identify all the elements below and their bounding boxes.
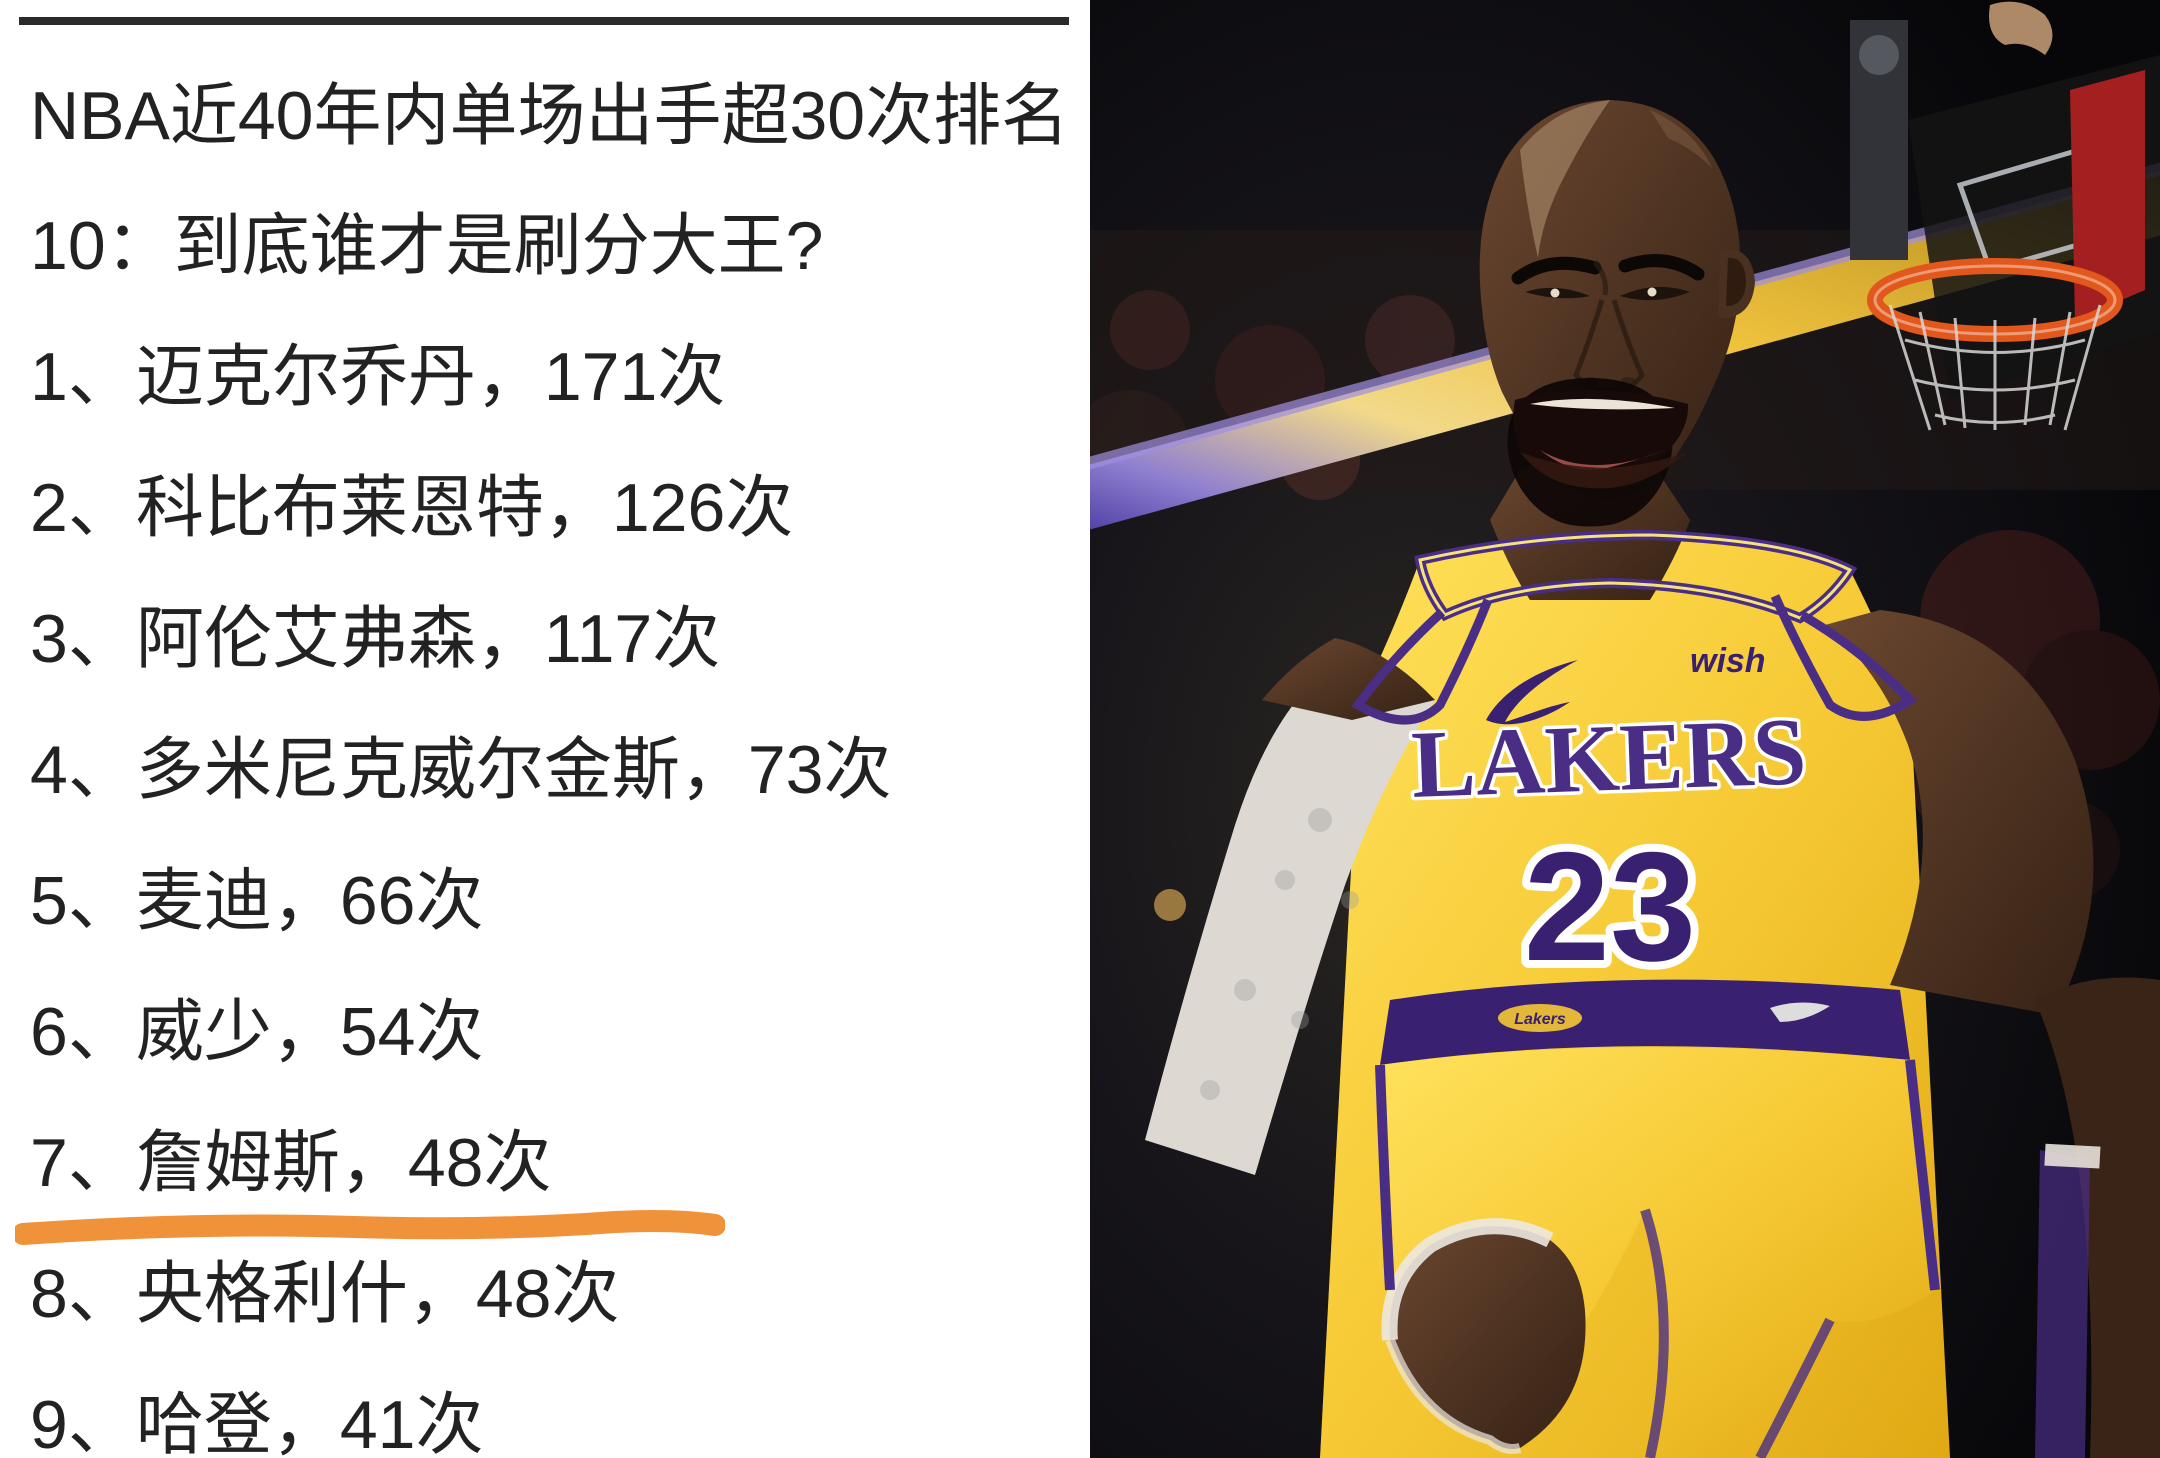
svg-text:Lakers: Lakers [1514, 1011, 1566, 1028]
svg-text:wish: wish [1690, 642, 1766, 680]
svg-text:23: 23 [1524, 820, 1696, 993]
svg-text:LAKERS: LAKERS [1410, 697, 1808, 818]
